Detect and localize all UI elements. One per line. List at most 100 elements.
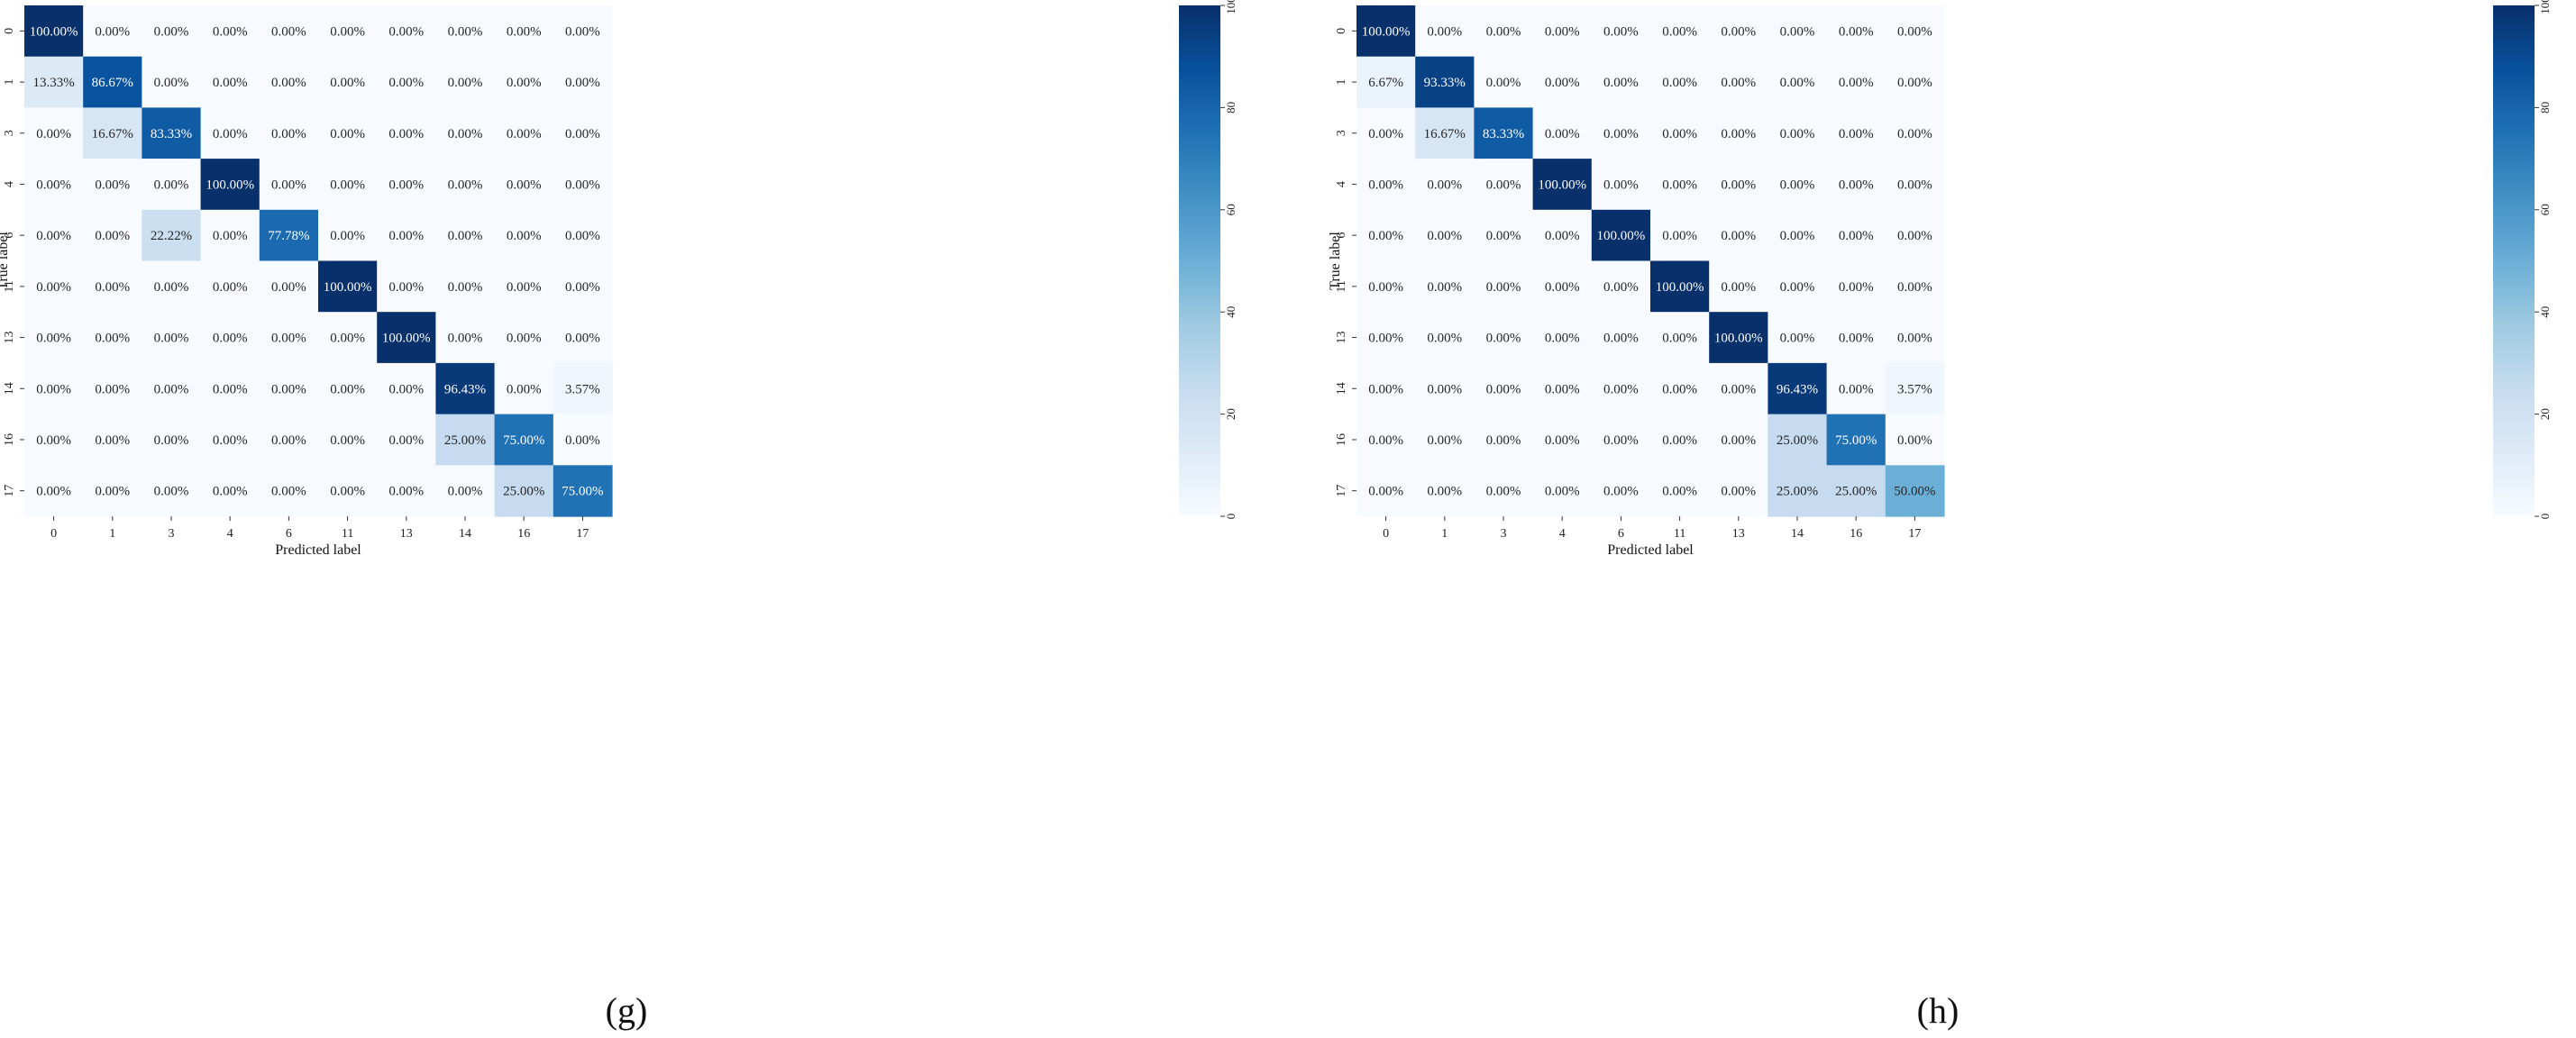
cell-label-h-r6-c9: 0.00% <box>1897 332 1932 346</box>
heatmap-cell-h-r4-c1 <box>1415 209 1475 262</box>
cell-label-h-r1-c7: 0.00% <box>1780 76 1815 90</box>
heatmap-cell-g-r5-c4 <box>259 260 319 313</box>
heatmap-cell-h-r6-c2 <box>1474 312 1534 364</box>
cell-label-g-r0-c4: 0.00% <box>271 24 306 39</box>
heatmap-cell-h-r2-c9 <box>1885 107 1945 159</box>
cell-label-h-r2-c1: 16.67% <box>1424 127 1466 141</box>
heatmap-cell-g-r8-c4 <box>259 414 319 466</box>
heatmap-cell-g-r6-c4 <box>259 312 319 364</box>
panel-caption-g: (g) <box>606 990 648 1031</box>
cell-label-g-r7-c6: 0.00% <box>388 382 424 396</box>
heatmap-cell-g-r8-c3 <box>200 414 260 466</box>
cell-label-h-r8-c1: 0.00% <box>1427 433 1462 448</box>
heatmap-cell-g-r3-c3 <box>200 159 260 211</box>
heatmap-cell-h-r1-c0 <box>1357 56 1416 108</box>
cell-label-h-r0-c4: 0.00% <box>1603 24 1639 39</box>
cell-label-h-r5-c0: 0.00% <box>1368 280 1403 295</box>
heatmap-cell-h-r5-c8 <box>1826 260 1886 313</box>
heatmap-cell-g-r6-c1 <box>83 312 142 364</box>
x-axis-title-h: Predicted label <box>1607 542 1694 558</box>
cell-label-h-r4-c7: 0.00% <box>1780 229 1815 243</box>
cell-label-h-r3-c2: 0.00% <box>1486 178 1521 192</box>
heatmap-cell-h-r8-c2 <box>1474 414 1534 466</box>
heatmap-cell-h-r3-c0 <box>1357 159 1416 211</box>
x-tick-label-g-8: 16 <box>517 527 530 541</box>
heatmap-cell-h-r3-c8 <box>1826 159 1886 211</box>
heatmap-cell-h-r0-c9 <box>1885 5 1945 58</box>
cell-label-h-r0-c0: 100.00% <box>1362 24 1411 39</box>
cell-label-g-r1-c7: 0.00% <box>448 76 483 90</box>
cell-label-h-r7-c7: 96.43% <box>1777 382 1818 396</box>
cell-label-g-r8-c8: 75.00% <box>503 433 544 448</box>
x-tick-label-h-8: 16 <box>1850 527 1862 541</box>
cell-label-g-r8-c4: 0.00% <box>271 433 306 448</box>
cell-label-g-r1-c0: 13.33% <box>32 76 74 90</box>
panel-caption-h: (h) <box>1917 990 1959 1031</box>
cell-label-g-r5-c5: 100.00% <box>324 280 372 295</box>
heatmap-cell-h-r5-c4 <box>1591 260 1651 313</box>
heatmap-cell-h-r6-c6 <box>1709 312 1768 364</box>
heatmap-cell-h-r7-c9 <box>1885 362 1945 415</box>
colorbar-tick-label-g-4: 80 <box>1224 102 1238 114</box>
y-tick-label-g-4: 6 <box>3 232 16 239</box>
heatmap-cell-g-r6-c9 <box>553 312 613 364</box>
cell-label-h-r3-c9: 0.00% <box>1897 178 1932 192</box>
cell-label-h-r5-c7: 0.00% <box>1780 280 1815 295</box>
y-axis-title-h: True label <box>1328 232 1343 290</box>
cell-label-g-r7-c9: 3.57% <box>565 382 600 396</box>
cell-label-h-r5-c5: 100.00% <box>1656 280 1704 295</box>
heatmap-cell-g-r1-c9 <box>553 56 613 108</box>
heatmap-cell-g-r5-c9 <box>553 260 613 313</box>
heatmap-cell-h-r7-c1 <box>1415 362 1475 415</box>
heatmap-cell-g-r9-c0 <box>24 465 84 517</box>
heatmap-cell-h-r9-c8 <box>1826 465 1886 517</box>
heatmap-cell-g-r6-c3 <box>200 312 260 364</box>
colorbar-tick-label-g-1: 20 <box>1224 408 1238 420</box>
heatmap-cell-g-r0-c3 <box>200 5 260 58</box>
heatmap-cell-h-r3-c6 <box>1709 159 1768 211</box>
cell-label-g-r3-c6: 0.00% <box>388 178 424 192</box>
cell-label-g-r0-c7: 0.00% <box>448 24 483 39</box>
heatmap-cell-g-r4-c4 <box>259 209 319 262</box>
heatmap-cell-h-r0-c5 <box>1650 5 1710 58</box>
y-tick-label-h-3: 4 <box>1335 181 1348 187</box>
heatmap-cell-h-r6-c8 <box>1826 312 1886 364</box>
cell-label-h-r0-c1: 0.00% <box>1427 24 1462 39</box>
cell-label-g-r4-c3: 0.00% <box>213 229 248 243</box>
cell-label-g-r5-c8: 0.00% <box>507 280 542 295</box>
x-tick-label-g-4: 6 <box>286 527 292 541</box>
heatmap-cell-h-r5-c3 <box>1532 260 1593 313</box>
heatmap-cell-g-r8-c1 <box>83 414 142 466</box>
cell-label-h-r8-c3: 0.00% <box>1545 433 1580 448</box>
heatmap-cell-h-r6-c0 <box>1357 312 1416 364</box>
colorbar-tick-label-h-2: 40 <box>2538 306 2552 318</box>
heatmap-cell-g-r3-c2 <box>142 159 202 211</box>
cell-label-g-r1-c1: 86.67% <box>92 76 133 90</box>
heatmap-cell-g-r0-c1 <box>83 5 142 58</box>
x-tick-label-g-0: 0 <box>50 527 57 541</box>
heatmap-cell-g-r2-c0 <box>24 107 84 159</box>
colorbar-tick-label-h-0: 0 <box>2538 514 2552 520</box>
heatmap-cell-g-r2-c2 <box>142 107 202 159</box>
cell-label-h-r6-c3: 0.00% <box>1545 332 1580 346</box>
cell-label-g-r3-c9: 0.00% <box>565 178 600 192</box>
x-tick-label-g-9: 17 <box>576 527 589 541</box>
cell-label-g-r4-c8: 0.00% <box>507 229 542 243</box>
cell-label-g-r3-c2: 0.00% <box>154 178 189 192</box>
cell-label-g-r9-c0: 0.00% <box>36 485 71 499</box>
cell-label-h-r5-c6: 0.00% <box>1721 280 1756 295</box>
heatmap-cell-h-r9-c5 <box>1650 465 1710 517</box>
x-tick-label-g-3: 4 <box>227 527 233 541</box>
y-tick-label-h-9: 17 <box>1335 485 1348 497</box>
cell-label-h-r9-c5: 0.00% <box>1662 485 1697 499</box>
heatmap-cell-h-r2-c8 <box>1826 107 1886 159</box>
colorbar-tick-label-h-5: 100 <box>2538 0 2552 14</box>
y-tick-label-g-9: 17 <box>3 485 16 497</box>
heatmap-cell-g-r6-c8 <box>494 312 554 364</box>
cell-label-h-r8-c9: 0.00% <box>1897 433 1932 448</box>
heatmap-cell-g-r3-c1 <box>83 159 142 211</box>
cell-label-g-r7-c0: 0.00% <box>36 382 71 396</box>
cell-label-h-r6-c2: 0.00% <box>1486 332 1521 346</box>
heatmap-cell-g-r5-c2 <box>142 260 202 313</box>
colorbar-tick-label-g-5: 100 <box>1224 0 1238 14</box>
